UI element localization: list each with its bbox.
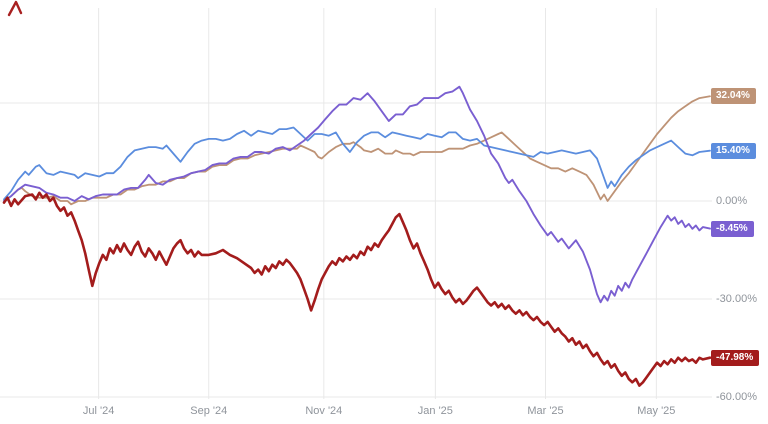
purple-line-value-badge: -8.45%	[711, 220, 754, 237]
y-tick-label: -60.00%	[716, 391, 757, 403]
x-tick-label: Jan '25	[417, 405, 453, 417]
y-tick-label: -30.00%	[716, 293, 757, 305]
x-tick-label: May '25	[637, 405, 676, 417]
corner-mark	[7, 0, 23, 17]
red-line	[2, 191, 712, 387]
x-tick-label: Jul '24	[82, 405, 115, 417]
red-line-value-badge: -47.98%	[711, 349, 760, 366]
purple-line	[3, 85, 711, 304]
tan-line-value-badge: 32.04%	[711, 88, 756, 105]
tan-line	[3, 95, 711, 206]
blue-line	[3, 126, 711, 201]
x-tick-label: Nov '24	[305, 405, 343, 417]
y-tick-label: 0.00%	[716, 195, 748, 207]
x-tick-label: Sep '24	[190, 405, 228, 417]
x-tick-label: Mar '25	[527, 405, 564, 417]
blue-line-value-badge: 15.40%	[711, 142, 756, 159]
